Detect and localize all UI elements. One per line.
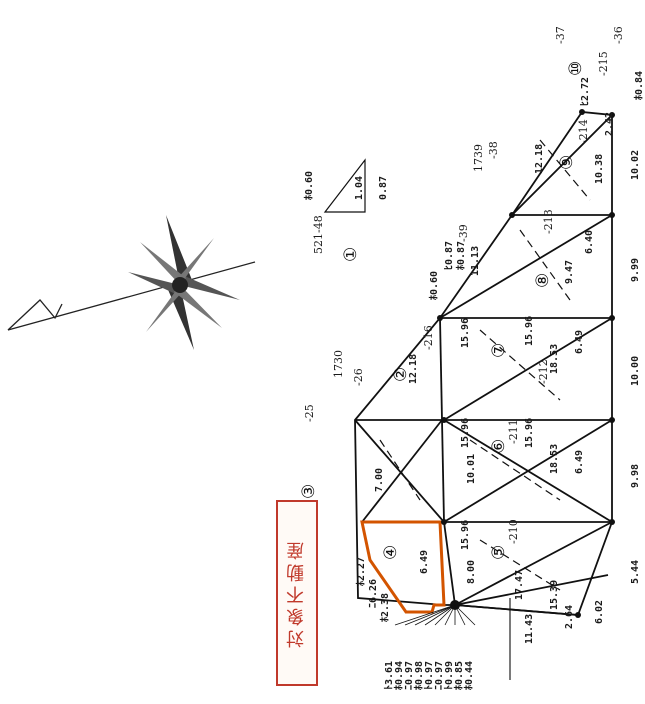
bottom-reading: ﾎ0.98 xyxy=(413,661,425,690)
dim-26: 6.49 xyxy=(574,450,585,474)
lot-number-2: ② xyxy=(391,367,411,382)
dim-3: 8.00 xyxy=(466,560,477,584)
dim-10: 9.98 xyxy=(630,464,641,488)
dim-19: 15.96 xyxy=(524,316,535,346)
reading-8: ﾋ2.72 xyxy=(579,77,591,106)
dim-27: 9.47 xyxy=(564,260,575,284)
lot-code-212: -212 xyxy=(537,359,550,384)
reading-6: ﾆ6.26 xyxy=(368,579,379,608)
dim-16: 15.96 xyxy=(460,520,471,550)
lot-number-5: ⑤ xyxy=(489,545,509,560)
dim-9: 10.00 xyxy=(630,356,641,386)
reading-7: ﾎ2.38 xyxy=(379,593,391,622)
parcel-boundaries xyxy=(354,111,613,616)
lot-code-25: -25 xyxy=(303,404,316,422)
lot-number-9: ⑨ xyxy=(557,155,577,170)
compass-icon xyxy=(7,215,256,350)
dim-13: 11.43 xyxy=(524,614,535,644)
lot-code-521: 521-48 xyxy=(312,215,325,254)
reading-9: ﾎ0.84 xyxy=(633,71,645,100)
dim-2: 10.01 xyxy=(466,454,477,484)
dim-21: 18.53 xyxy=(549,344,560,374)
dim-30: 2.42 xyxy=(604,112,615,136)
reading-1: ﾎ0.60 xyxy=(303,171,315,200)
lot-code-39: -39 xyxy=(457,224,470,242)
lot-code-216: -216 xyxy=(422,325,435,350)
lot-code-213: -213 xyxy=(542,209,555,234)
dim-22: 18.53 xyxy=(549,444,560,474)
lot-number-6: ⑥ xyxy=(489,439,509,454)
lot-number-10: ⑩ xyxy=(566,61,586,76)
dim-32: 0.87 xyxy=(378,176,389,200)
bottom-reading: ﾎ0.85 xyxy=(453,661,465,690)
dim-18: 15.96 xyxy=(460,318,471,348)
lot-number-1: ① xyxy=(341,247,361,262)
bottom-reading: ﾄ3.61 xyxy=(383,661,395,690)
dim-25: 6.49 xyxy=(574,330,585,354)
reading-5: ﾎ2.27 xyxy=(355,557,367,586)
dim-15: 17.47 xyxy=(514,570,525,600)
dim-6: 12.18 xyxy=(534,144,545,174)
bottom-reading: ﾄ0.99 xyxy=(443,661,455,690)
lot-number-7: ⑦ xyxy=(489,343,509,358)
lot-code-36: -36 xyxy=(612,26,625,44)
target-parcel-outline xyxy=(360,520,446,614)
reading-2: ﾎ0.60 xyxy=(428,271,440,300)
lot-number-8: ⑧ xyxy=(533,273,553,288)
dim-7: 10.02 xyxy=(630,150,641,180)
dim-1: 7.00 xyxy=(374,468,385,492)
dim-24: 6.49 xyxy=(419,550,430,574)
reading-4: ﾎ0.87 xyxy=(455,241,467,270)
lot-number-4: ④ xyxy=(381,545,401,560)
bottom-readings: ﾄ3.61 ﾎ0.94 ﾆ0.97 ﾎ0.98 ﾄ0.97 ﾆ0.97 ﾄ0.99 ﾎ0.85… xyxy=(383,661,475,690)
dim-23: 2.64 xyxy=(564,605,575,629)
lot-code-1739: 1739 xyxy=(472,144,485,172)
lot-code-1730: 1730 xyxy=(332,350,345,378)
bottom-reading: ﾎ0.94 xyxy=(393,661,405,690)
lot-number-3: ③ xyxy=(299,484,319,499)
dim-31: 1.04 xyxy=(354,176,365,200)
lot-code-211: -211 xyxy=(507,419,520,444)
lot-code-210: -210 xyxy=(507,519,520,544)
lot-code-37: -37 xyxy=(554,26,567,44)
dim-17: 15.96 xyxy=(460,418,471,448)
dim-8: 9.99 xyxy=(630,258,641,282)
lot-code-26: -26 xyxy=(352,368,365,386)
dim-29: 10.38 xyxy=(594,154,605,184)
dim-11: 5.44 xyxy=(630,560,641,584)
dim-5: 11.13 xyxy=(470,246,481,276)
dim-14: 15.39 xyxy=(549,580,560,610)
lot-code-38: -38 xyxy=(487,141,500,159)
reading-3: ﾋ0.87 xyxy=(443,241,455,270)
dim-4: 12.18 xyxy=(408,354,419,384)
dim-20: 15.96 xyxy=(524,418,535,448)
bottom-reading: ﾄ0.97 xyxy=(423,661,435,690)
bottom-reading: ﾎ0.44 xyxy=(463,661,475,690)
bottom-reading: ﾆ0.97 xyxy=(434,661,445,690)
target-property-label: 対象不動産 xyxy=(276,500,318,686)
lot-code-215: -215 xyxy=(597,51,610,76)
dim-28: 6.40 xyxy=(584,230,595,254)
target-property-text: 対象不動産 xyxy=(286,538,307,648)
lot-code-214: -214 xyxy=(577,119,590,144)
bottom-reading: ﾆ0.97 xyxy=(404,661,415,690)
dim-12: 6.02 xyxy=(594,600,605,624)
